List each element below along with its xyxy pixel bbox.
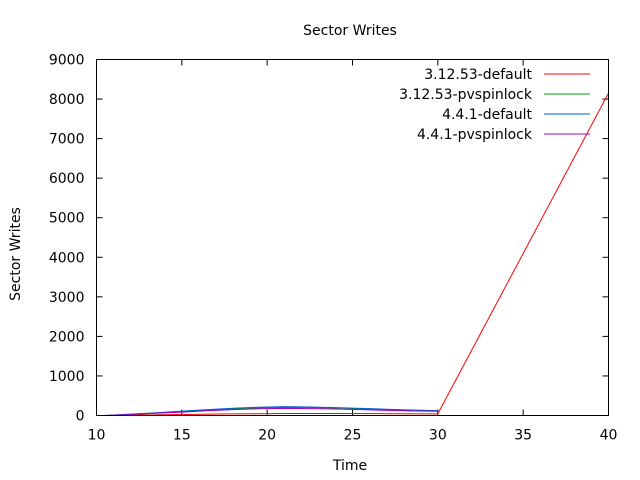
y-tick-label: 0 (76, 409, 85, 425)
legend-label: 3.12.53-default (424, 67, 532, 83)
x-tick-label: 30 (429, 428, 447, 444)
y-axis-label: Sector Writes (8, 207, 24, 301)
legend: 3.12.53-default 3.12.53-pvspinlock 4.4.1-d… (399, 67, 590, 143)
y-tick-label: 1000 (49, 369, 85, 385)
plot-frame (96, 59, 609, 416)
x-tick-label: 25 (344, 428, 362, 444)
legend-label: 3.12.53-pvspinlock (399, 87, 533, 103)
x-tick-label: 35 (514, 428, 532, 444)
y-tick-label: 9000 (49, 53, 85, 69)
y-tick-label: 4000 (49, 250, 85, 266)
y-tick-label: 2000 (49, 329, 85, 345)
x-axis-label: Time (332, 458, 367, 474)
x-tick-label: 40 (600, 428, 618, 444)
series-line-4 (104, 407, 438, 416)
x-tick-label: 15 (173, 428, 191, 444)
y-tick-label: 8000 (49, 92, 85, 108)
series-layer (104, 92, 609, 416)
series-line-1 (104, 92, 609, 416)
y-tick-label: 7000 (49, 132, 85, 148)
y-tick-label: 3000 (49, 290, 85, 306)
series-line-3 (104, 406, 438, 416)
legend-label: 4.4.1-default (442, 107, 532, 123)
x-tick-label: 10 (88, 428, 106, 444)
chart-title: Sector Writes (303, 23, 397, 39)
y-tick-label: 6000 (49, 171, 85, 187)
axis-ticks: 10 15 20 25 30 35 40 0 1000 2000 3000 4000 5000 6000 7… (49, 53, 618, 444)
y-tick-label: 5000 (49, 211, 85, 227)
x-tick-label: 20 (258, 428, 276, 444)
legend-label: 4.4.1-pvspinlock (417, 127, 533, 143)
